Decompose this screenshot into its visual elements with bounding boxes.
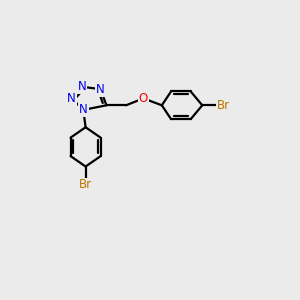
- Text: Br: Br: [79, 178, 92, 191]
- Text: N: N: [96, 82, 105, 96]
- Text: O: O: [139, 92, 148, 105]
- Text: N: N: [79, 103, 88, 116]
- Text: N: N: [78, 80, 86, 93]
- Text: N: N: [68, 92, 76, 105]
- Text: Br: Br: [217, 99, 230, 112]
